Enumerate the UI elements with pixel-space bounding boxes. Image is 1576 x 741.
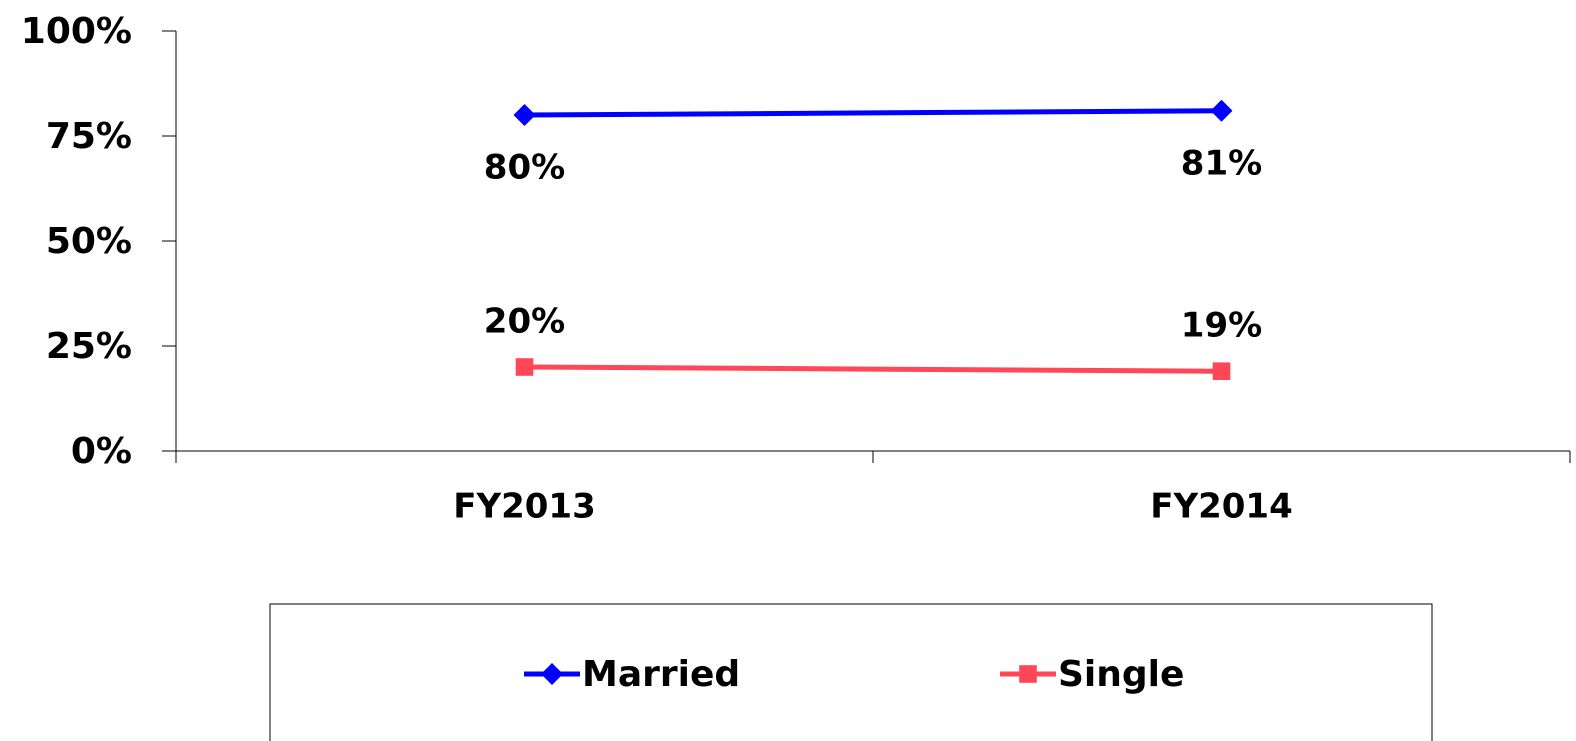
y-tick-label: 0% xyxy=(71,431,132,472)
data-label: 19% xyxy=(1181,306,1262,346)
legend-marker xyxy=(1019,665,1037,683)
legend-box xyxy=(269,603,1433,741)
line xyxy=(524,364,1222,374)
data-label: 80% xyxy=(484,148,565,188)
point xyxy=(1210,99,1233,122)
point xyxy=(513,104,536,126)
line xyxy=(524,108,1222,118)
x-tick-label: FY2014 xyxy=(1150,487,1292,527)
x-tick-label: FY2013 xyxy=(453,487,595,527)
data-label: 20% xyxy=(484,302,565,342)
point xyxy=(515,358,534,376)
legend-label: Single xyxy=(1058,654,1184,695)
y-tick-label: 100% xyxy=(21,11,132,52)
data-label: 81% xyxy=(1181,143,1262,183)
legend-marker xyxy=(541,663,563,685)
y-tick-label: 25% xyxy=(46,326,132,367)
legend-label: Married xyxy=(582,654,740,695)
y-tick-label: 50% xyxy=(46,221,132,262)
y-tick-label: 75% xyxy=(46,116,132,157)
point xyxy=(1212,362,1231,380)
